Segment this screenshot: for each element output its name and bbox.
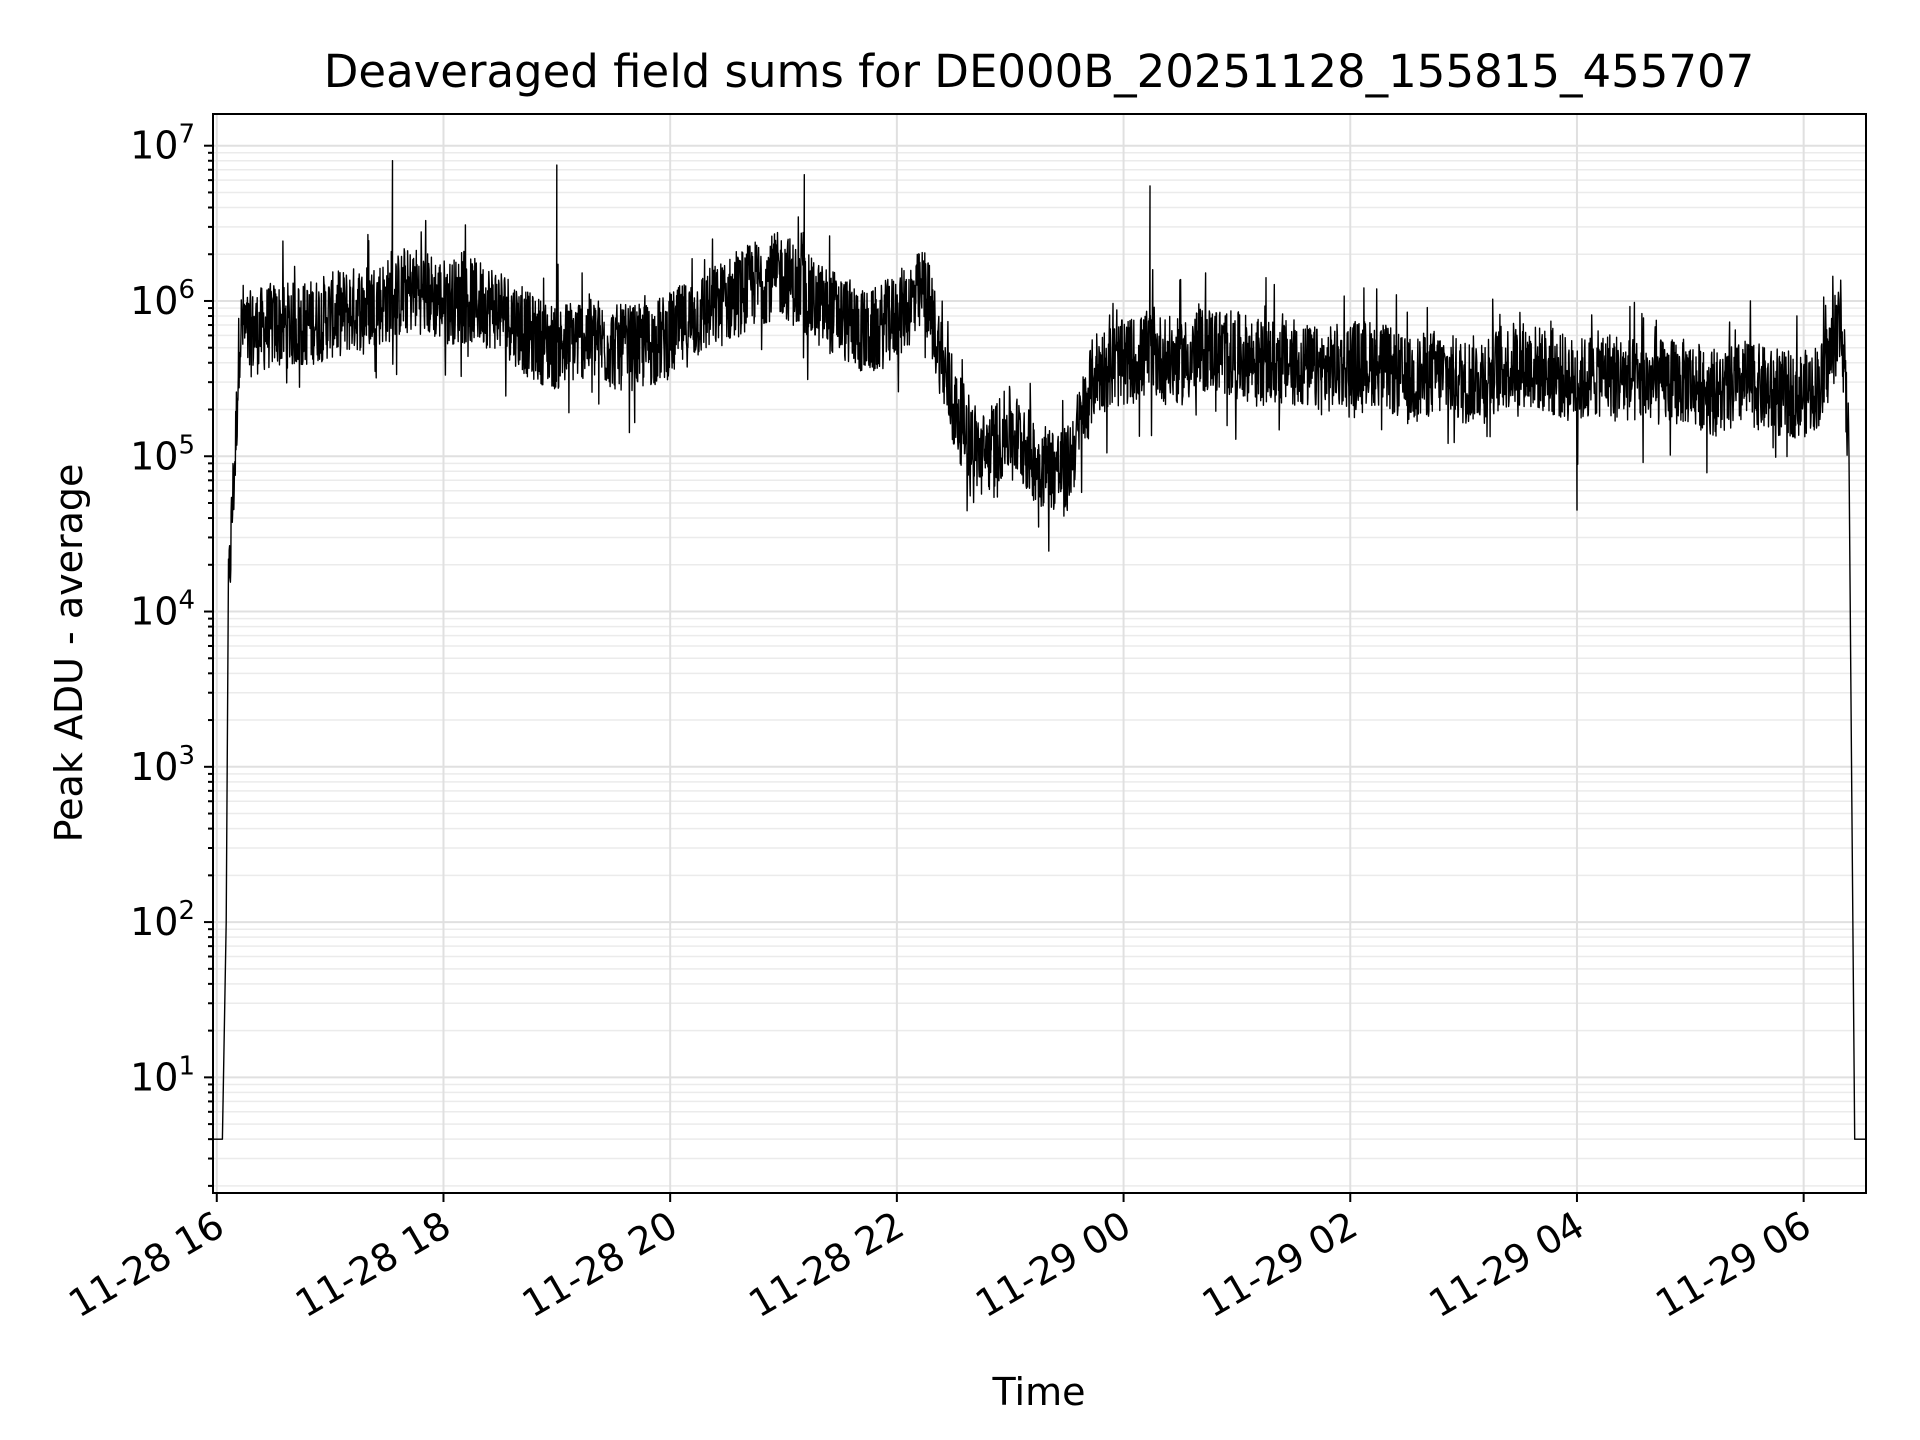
y-tick-label: 103 (130, 741, 195, 789)
x-axis-label: Time (992, 1370, 1086, 1414)
series-line (213, 160, 1866, 1140)
chart-title: Deaveraged field sums for DE000B_2025112… (324, 45, 1755, 98)
y-tick-labels: 101 102 103 104 105 106 107 (130, 120, 195, 1100)
y-tick-label: 101 (130, 1051, 195, 1099)
y-tick-label: 107 (130, 120, 195, 168)
y-axis-label: Peak ADU - average (47, 464, 91, 843)
y-tick-label: 105 (130, 430, 195, 478)
y-tick-label: 104 (130, 586, 195, 634)
y-tick-label: 106 (130, 275, 195, 323)
ticks (204, 144, 1805, 1202)
y-tick-label: 102 (130, 896, 195, 944)
series-layer (213, 160, 1866, 1140)
plot-frame (212, 113, 1867, 1194)
